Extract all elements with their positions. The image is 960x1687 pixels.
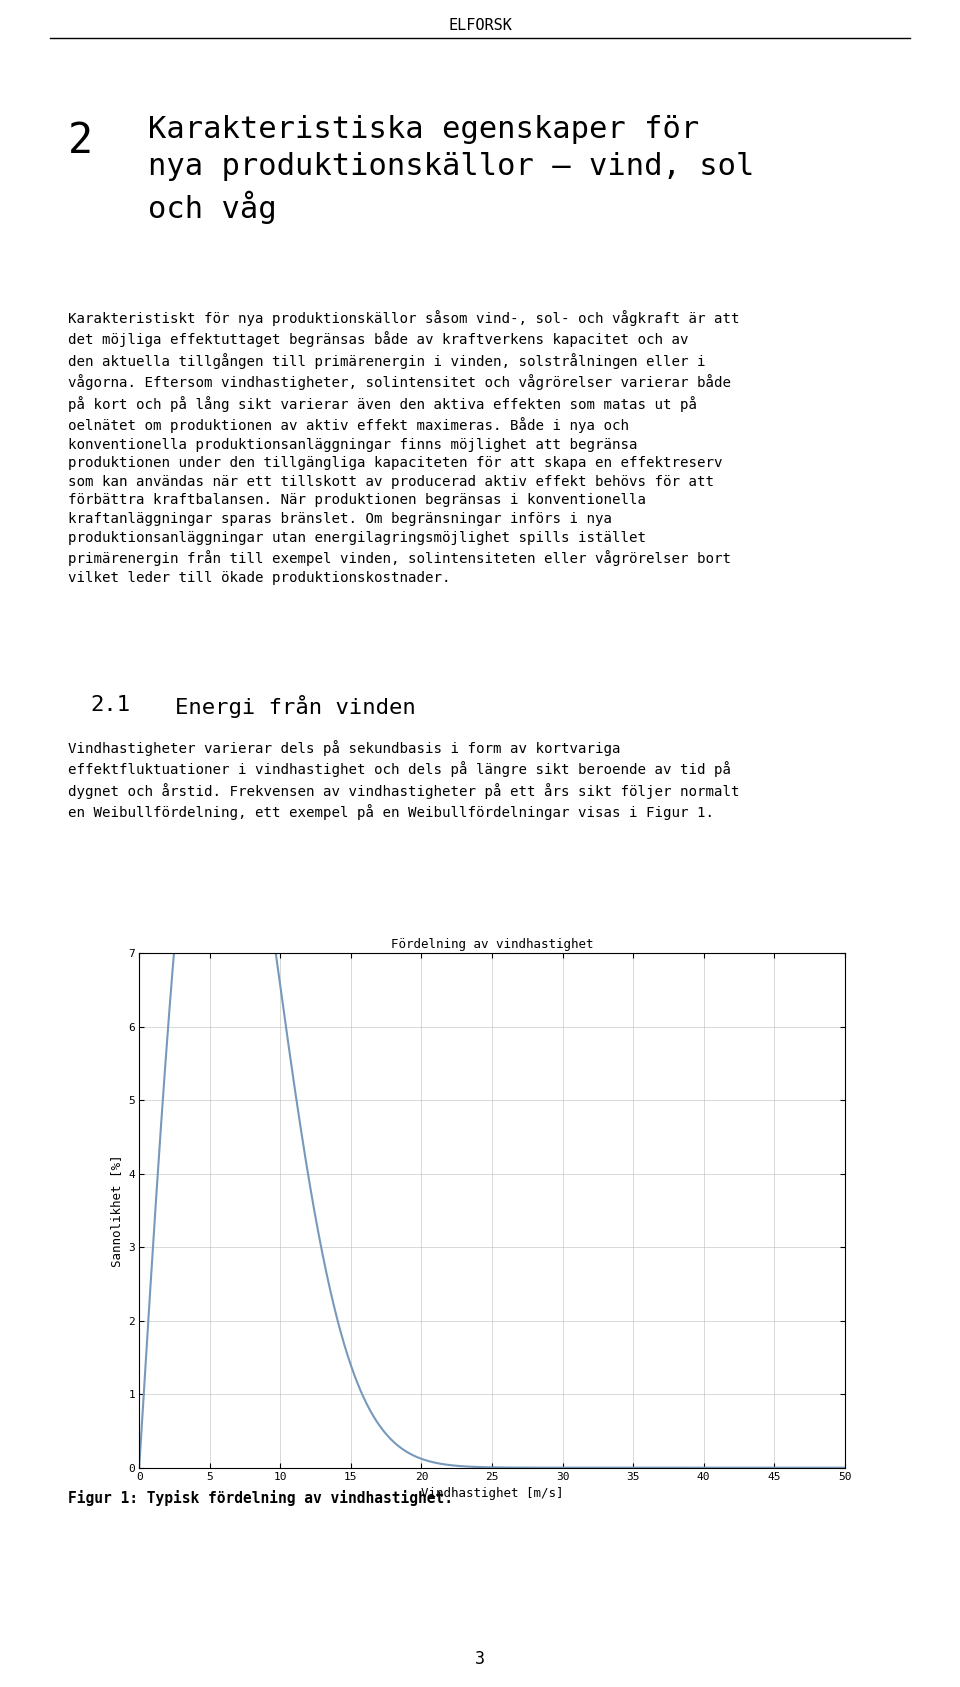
X-axis label: Vindhastighet [m/s]: Vindhastighet [m/s] [420,1488,564,1500]
Text: Figur 1: Typisk fördelning av vindhastighet.: Figur 1: Typisk fördelning av vindhastig… [68,1490,453,1506]
Text: Karakteristiska egenskaper för
nya produktionskällor – vind, sol
och våg: Karakteristiska egenskaper för nya produ… [148,115,755,224]
Title: Fördelning av vindhastighet: Fördelning av vindhastighet [391,938,593,950]
Text: Karakteristiskt för nya produktionskällor såsom vind-, sol- och vågkraft är att
: Karakteristiskt för nya produktionskällo… [68,310,739,585]
Y-axis label: Sannolikhet [%]: Sannolikhet [%] [109,1154,123,1267]
Text: 2.1: 2.1 [90,695,131,715]
Text: 2: 2 [68,120,93,162]
Text: Vindhastigheter varierar dels på sekundbasis i form av kortvariga
effektfluktuat: Vindhastigheter varierar dels på sekundb… [68,741,739,820]
Text: Energi från vinden: Energi från vinden [175,695,416,719]
Text: ELFORSK: ELFORSK [448,19,512,34]
Text: 3: 3 [475,1650,485,1668]
